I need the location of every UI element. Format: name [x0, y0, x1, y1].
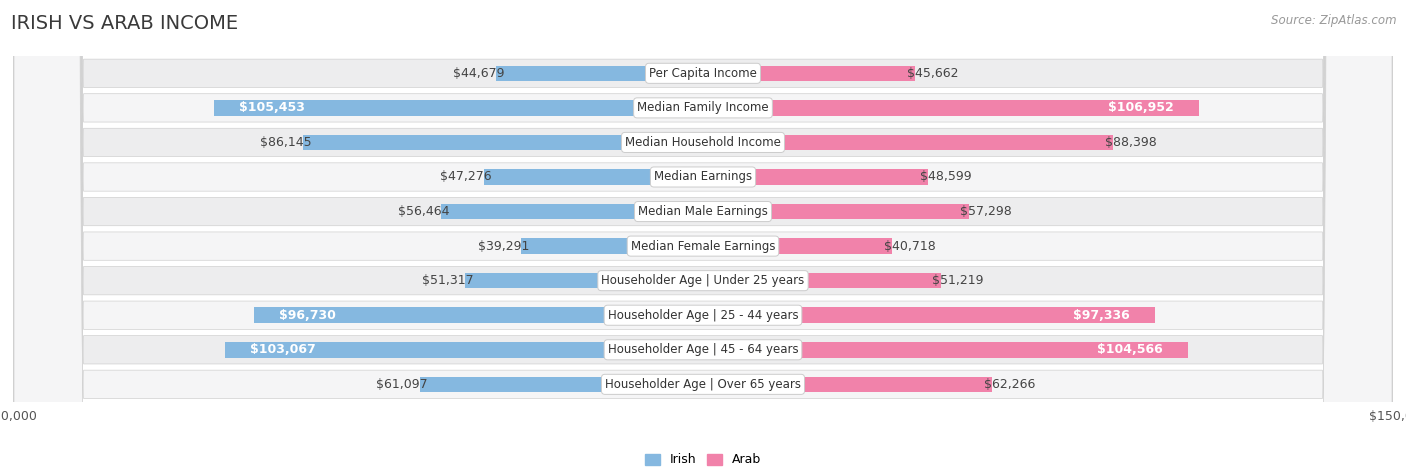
Text: $47,276: $47,276 [440, 170, 492, 184]
FancyBboxPatch shape [14, 0, 1392, 467]
FancyBboxPatch shape [14, 0, 1392, 467]
Text: $106,952: $106,952 [1108, 101, 1174, 114]
Bar [703, 307, 1154, 323]
Text: $51,219: $51,219 [932, 274, 984, 287]
Bar [703, 204, 969, 219]
Bar [520, 238, 703, 254]
Bar [703, 65, 915, 81]
Text: $86,145: $86,145 [260, 136, 312, 149]
FancyBboxPatch shape [14, 0, 1392, 467]
FancyBboxPatch shape [14, 0, 1392, 467]
Text: $61,097: $61,097 [377, 378, 427, 391]
Text: $40,718: $40,718 [883, 240, 935, 253]
Text: Source: ZipAtlas.com: Source: ZipAtlas.com [1271, 14, 1396, 27]
Bar [304, 134, 703, 150]
Text: Median Family Income: Median Family Income [637, 101, 769, 114]
Text: $88,398: $88,398 [1105, 136, 1157, 149]
Bar [419, 376, 703, 392]
Text: $57,298: $57,298 [960, 205, 1012, 218]
Text: Median Household Income: Median Household Income [626, 136, 780, 149]
Text: $48,599: $48,599 [920, 170, 972, 184]
Text: Median Male Earnings: Median Male Earnings [638, 205, 768, 218]
FancyBboxPatch shape [14, 0, 1392, 467]
Text: Per Capita Income: Per Capita Income [650, 67, 756, 80]
Text: $62,266: $62,266 [984, 378, 1035, 391]
Bar [703, 238, 891, 254]
Bar [703, 376, 991, 392]
Bar [441, 204, 703, 219]
Bar [225, 342, 703, 358]
Bar [496, 65, 703, 81]
Text: Householder Age | Over 65 years: Householder Age | Over 65 years [605, 378, 801, 391]
Text: Median Female Earnings: Median Female Earnings [631, 240, 775, 253]
Text: IRISH VS ARAB INCOME: IRISH VS ARAB INCOME [11, 14, 239, 33]
Text: $103,067: $103,067 [250, 343, 315, 356]
Text: $104,566: $104,566 [1097, 343, 1163, 356]
Text: Householder Age | Under 25 years: Householder Age | Under 25 years [602, 274, 804, 287]
Text: $45,662: $45,662 [907, 67, 957, 80]
Legend: Irish, Arab: Irish, Arab [640, 448, 766, 467]
Text: Householder Age | 45 - 64 years: Householder Age | 45 - 64 years [607, 343, 799, 356]
FancyBboxPatch shape [14, 0, 1392, 467]
Bar [465, 273, 703, 289]
Bar [484, 169, 703, 185]
Text: $56,464: $56,464 [398, 205, 450, 218]
Bar [703, 169, 928, 185]
Text: $44,679: $44,679 [453, 67, 503, 80]
FancyBboxPatch shape [14, 0, 1392, 467]
Text: $51,317: $51,317 [422, 274, 474, 287]
Bar [703, 134, 1114, 150]
Bar [703, 342, 1188, 358]
FancyBboxPatch shape [14, 0, 1392, 467]
Bar [703, 100, 1199, 116]
FancyBboxPatch shape [14, 0, 1392, 467]
Text: Median Earnings: Median Earnings [654, 170, 752, 184]
FancyBboxPatch shape [14, 0, 1392, 467]
Text: $97,336: $97,336 [1073, 309, 1129, 322]
Text: Householder Age | 25 - 44 years: Householder Age | 25 - 44 years [607, 309, 799, 322]
Bar [703, 273, 941, 289]
Text: $105,453: $105,453 [239, 101, 305, 114]
Text: $96,730: $96,730 [280, 309, 336, 322]
Bar [254, 307, 703, 323]
Bar [214, 100, 703, 116]
Text: $39,291: $39,291 [478, 240, 529, 253]
